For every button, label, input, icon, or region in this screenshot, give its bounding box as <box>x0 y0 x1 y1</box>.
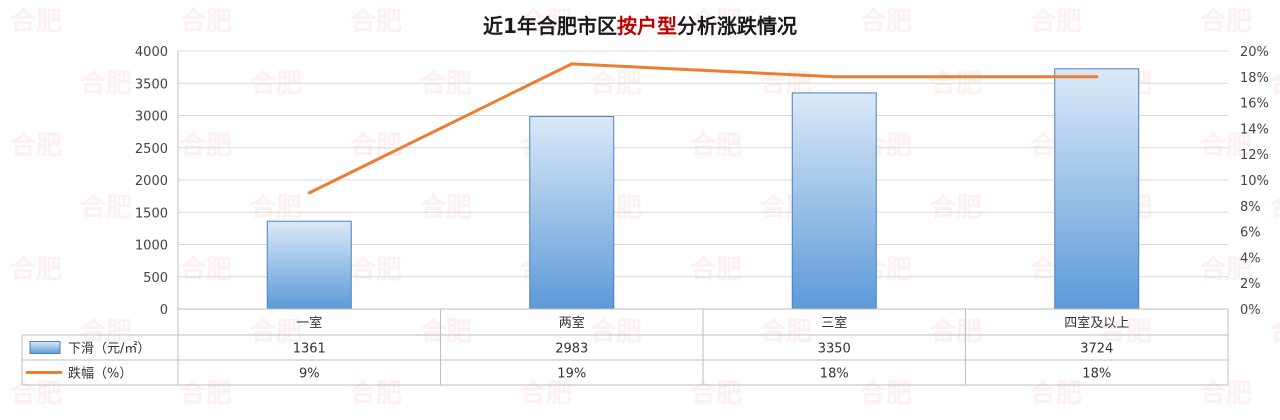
bar <box>266 220 352 310</box>
watermark-text: 合肥 <box>350 6 402 37</box>
bar <box>529 116 615 310</box>
data-label: 18% <box>1082 367 1111 382</box>
watermark-text: 合肥 <box>10 378 62 409</box>
y-right-tick-label: 8% <box>1240 200 1261 215</box>
y-right-tick-label: 14% <box>1240 122 1269 137</box>
watermark-text: 合肥 <box>180 378 232 409</box>
watermark-text: 合肥 <box>930 316 982 347</box>
watermark-text: 合肥 <box>250 192 302 223</box>
line-point <box>307 191 311 195</box>
y-left-tick-label: 3000 <box>135 110 168 125</box>
watermark-text: 合肥 <box>1030 6 1082 37</box>
watermark-text: 合肥 <box>250 316 302 347</box>
data-label: 2983 <box>555 342 588 357</box>
data-label: 3350 <box>818 342 851 357</box>
watermark-text: 合肥 <box>760 316 812 347</box>
watermark-text: 合肥 <box>180 130 232 161</box>
watermark-text: 合肥 <box>350 378 402 409</box>
chart-title: 近1年合肥市区按户型分析涨跌情况 <box>483 14 797 38</box>
bar-series <box>266 68 1140 310</box>
y-right-tick-label: 6% <box>1240 226 1261 241</box>
legend-label: 下滑（元/㎡） <box>68 342 150 357</box>
watermark-text: 合肥 <box>1270 316 1280 347</box>
y-right-tick-label: 12% <box>1240 148 1269 163</box>
watermark-text: 合肥 <box>690 378 742 409</box>
watermark-text: 合肥 <box>1200 130 1252 161</box>
watermark-text: 合肥 <box>180 254 232 285</box>
y-right-tick-label: 16% <box>1240 97 1269 112</box>
series-line <box>308 62 1097 195</box>
watermark-text: 合肥 <box>80 316 132 347</box>
chart-title-highlight: 按户型 <box>617 14 677 38</box>
watermark-text: 合肥 <box>860 6 912 37</box>
watermark-text: 合肥 <box>1270 68 1280 99</box>
legend-label: 跌幅（%） <box>68 366 132 382</box>
data-label: 3724 <box>1080 342 1113 357</box>
y-right-tick-label: 0% <box>1240 303 1261 318</box>
chart-title-part-1: 近1年合肥市区 <box>483 14 617 38</box>
bar <box>1054 68 1140 310</box>
y-left-tick-label: 3500 <box>135 77 168 92</box>
y-right-tick-label: 2% <box>1240 277 1261 292</box>
line-series <box>307 62 1099 195</box>
watermark-text: 合肥 <box>350 130 402 161</box>
watermark-text: 合肥 <box>350 254 402 285</box>
watermark-text: 合肥 <box>690 130 742 161</box>
y-axis-right: 0% 2% 4% 6% 8% 10% 12% 14% 16% 18% 20% <box>1240 45 1269 318</box>
watermark-text: 合肥 <box>80 192 132 223</box>
data-label: 18% <box>820 367 849 382</box>
bar <box>791 92 877 310</box>
watermark-text: 合肥 <box>520 6 572 37</box>
watermark-text: 合肥 <box>180 6 232 37</box>
y-right-tick-label: 10% <box>1240 174 1269 189</box>
category-label: 两室 <box>559 315 585 331</box>
watermark-text: 合肥 <box>420 192 472 223</box>
chart-title-part-3: 分析涨跌情况 <box>677 14 797 38</box>
watermark-text: 合肥 <box>420 316 472 347</box>
y-right-tick-label: 20% <box>1240 45 1269 60</box>
y-left-tick-label: 500 <box>143 271 168 286</box>
y-left-tick-label: 4000 <box>135 45 168 60</box>
watermark-text: 合肥 <box>1270 192 1280 223</box>
y-left-tick-label: 1000 <box>135 239 168 254</box>
y-left-tick-label: 1500 <box>135 206 168 221</box>
watermark-text: 合肥 <box>10 130 62 161</box>
legend-swatch-bar <box>29 341 61 354</box>
watermark-text: 合肥 <box>1030 378 1082 409</box>
data-label: 1361 <box>293 342 326 357</box>
y-left-tick-label: 0 <box>160 303 168 318</box>
watermark-text: 合肥 <box>930 192 982 223</box>
y-left-tick-label: 2000 <box>135 174 168 189</box>
line-point <box>1095 75 1099 79</box>
category-label: 四室及以上 <box>1064 315 1129 331</box>
watermark-text: 合肥 <box>590 316 642 347</box>
y-right-tick-label: 18% <box>1240 71 1269 86</box>
watermark-text: 合肥 <box>1200 6 1252 37</box>
watermark-text: 合肥 <box>1200 378 1252 409</box>
data-label: 19% <box>557 367 586 382</box>
watermark-text: 合肥 <box>520 378 572 409</box>
watermark-text: 合肥 <box>690 6 742 37</box>
data-label: 9% <box>299 367 320 382</box>
watermark-text: 合肥 <box>80 68 132 99</box>
watermark-text: 合肥 <box>10 6 62 37</box>
watermark-text: 合肥 <box>10 254 62 285</box>
y-right-tick-label: 4% <box>1240 251 1261 266</box>
line-point <box>832 75 836 79</box>
watermark-text: 合肥 <box>860 378 912 409</box>
line-point <box>570 62 574 66</box>
watermark-text: 合肥 <box>690 254 742 285</box>
y-axis-left: 0 500 1000 1500 2000 2500 3000 3500 4000 <box>135 45 168 318</box>
watermark-text: 合肥 <box>1100 316 1152 347</box>
category-label: 三室 <box>821 315 847 331</box>
category-label: 一室 <box>296 315 322 331</box>
y-left-tick-label: 2500 <box>135 142 168 157</box>
watermark-text: 合肥 <box>1200 254 1252 285</box>
